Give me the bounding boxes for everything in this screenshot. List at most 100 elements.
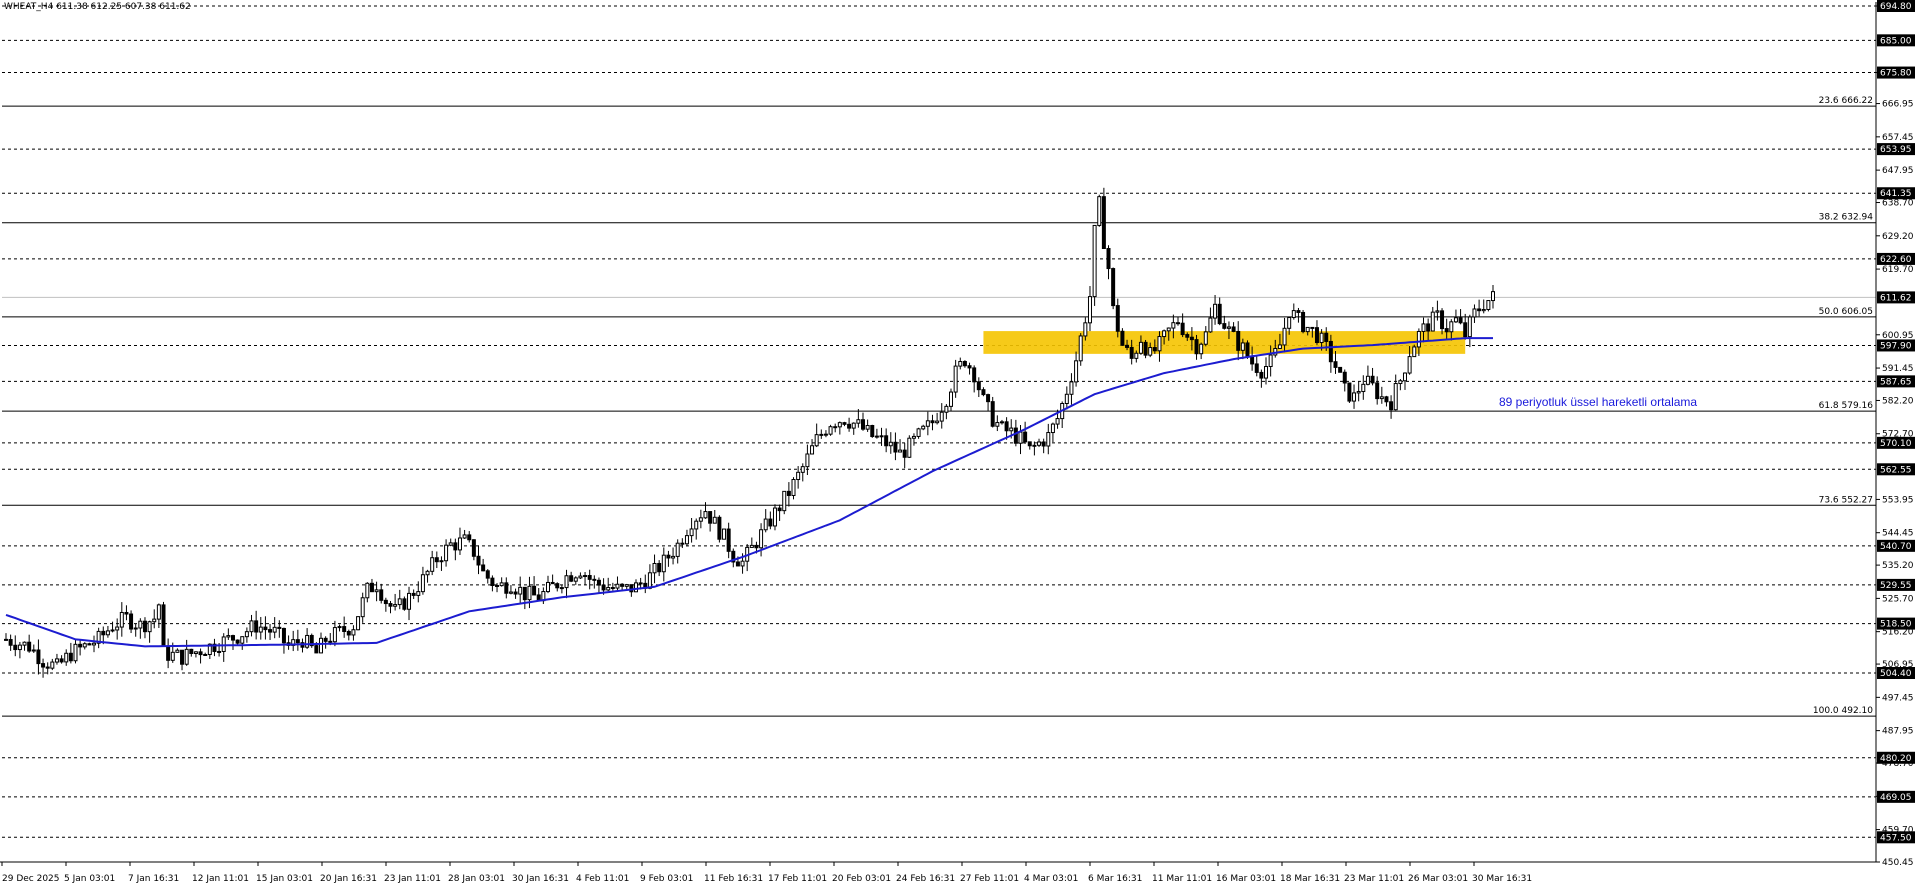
y-tick-label: 516.20 bbox=[1882, 628, 1914, 638]
candle-body bbox=[1194, 339, 1199, 355]
y-tick-label: 525.70 bbox=[1882, 594, 1914, 604]
candle-body bbox=[1106, 248, 1111, 270]
candle-body bbox=[1463, 322, 1468, 338]
candle-body bbox=[448, 542, 453, 546]
candle-body bbox=[1379, 396, 1384, 400]
candle-body bbox=[397, 598, 402, 606]
candle-body bbox=[101, 630, 106, 636]
candle-body bbox=[82, 643, 87, 648]
candle-body bbox=[129, 613, 134, 630]
price-tag-label: 653.95 bbox=[1880, 145, 1912, 155]
candle-body bbox=[749, 544, 754, 548]
candle-body bbox=[1402, 372, 1407, 382]
candle-body bbox=[1208, 317, 1213, 333]
y-tick-label: 478.70 bbox=[1882, 759, 1914, 769]
candle-body bbox=[944, 405, 949, 413]
candle-body bbox=[754, 544, 759, 549]
candle-body bbox=[138, 620, 143, 629]
candle-body bbox=[314, 645, 319, 654]
candle-body bbox=[36, 649, 41, 665]
candle-body bbox=[1486, 300, 1491, 310]
candle-body bbox=[8, 639, 13, 646]
candle-body bbox=[1037, 441, 1042, 446]
price-tag-label: 685.00 bbox=[1880, 36, 1912, 46]
candle-body bbox=[884, 435, 889, 447]
support-zone bbox=[983, 331, 1466, 354]
candle-body bbox=[471, 539, 476, 557]
candle-body bbox=[50, 661, 55, 669]
candle-body bbox=[921, 425, 926, 430]
candle-body bbox=[240, 636, 245, 644]
candle-body bbox=[356, 616, 361, 631]
candle-body bbox=[708, 511, 713, 524]
candle-body bbox=[142, 620, 147, 633]
price-tag-bg bbox=[1877, 143, 1915, 156]
candle-body bbox=[249, 620, 254, 633]
price-tag-label: 694.80 bbox=[1880, 2, 1912, 12]
candle-body bbox=[346, 630, 351, 636]
candle-body bbox=[1087, 296, 1092, 324]
candle-body bbox=[1426, 323, 1431, 332]
candle-body bbox=[1467, 316, 1472, 338]
x-tick-label: 23 Jan 11:01 bbox=[384, 874, 441, 884]
candle-body bbox=[184, 648, 189, 665]
candle-body bbox=[110, 629, 115, 632]
candle-body bbox=[703, 511, 708, 519]
candle-body bbox=[772, 507, 777, 527]
candle-body bbox=[31, 649, 36, 652]
price-tag-label: 480.20 bbox=[1880, 754, 1912, 764]
candle-body bbox=[189, 648, 194, 654]
candle-body bbox=[379, 589, 384, 601]
candle-body bbox=[851, 422, 856, 429]
candle-body bbox=[578, 575, 583, 579]
candle-body bbox=[1055, 418, 1060, 425]
candle-body bbox=[490, 577, 495, 587]
candle-body bbox=[981, 389, 986, 396]
price-tag-label: 518.50 bbox=[1880, 620, 1912, 630]
candle-body bbox=[457, 537, 462, 551]
candle-body bbox=[1189, 336, 1194, 341]
support-zone-layer bbox=[983, 331, 1466, 354]
candle-body bbox=[22, 641, 27, 646]
candle-body bbox=[1389, 401, 1394, 411]
candle-body bbox=[203, 653, 208, 656]
candle-body bbox=[481, 564, 486, 572]
candle-body bbox=[870, 425, 875, 437]
candle-body bbox=[1347, 382, 1352, 402]
candle-body bbox=[430, 557, 435, 572]
candle-body bbox=[1023, 431, 1028, 443]
candle-body bbox=[105, 630, 110, 636]
candle-body bbox=[986, 394, 991, 403]
candle-body bbox=[879, 435, 884, 438]
price-tag-label: 675.80 bbox=[1880, 69, 1912, 79]
fibonacci-layer: 23.6 666.22 38.2 632.94 50.0 606.05 61.8 57… bbox=[2, 96, 1876, 717]
candle-body bbox=[1361, 383, 1366, 393]
candle-body bbox=[740, 560, 745, 567]
candle-body bbox=[54, 658, 59, 663]
candle-body bbox=[1342, 371, 1347, 384]
candle-body bbox=[332, 627, 337, 643]
candle-body bbox=[911, 435, 916, 439]
x-tick-label: 7 Jan 16:31 bbox=[128, 874, 179, 884]
candle-body bbox=[305, 634, 310, 648]
candle-body bbox=[323, 637, 328, 642]
price-tag-label: 469.05 bbox=[1880, 793, 1912, 803]
candle-body bbox=[532, 585, 537, 596]
y-tick-label: 506.95 bbox=[1882, 660, 1914, 670]
y-tick-label: 600.95 bbox=[1882, 331, 1914, 341]
candle-body bbox=[796, 471, 801, 481]
candle-body bbox=[1277, 344, 1282, 349]
candle-body bbox=[1162, 330, 1167, 338]
candle-body bbox=[1472, 308, 1477, 318]
candle-body bbox=[1245, 342, 1250, 357]
candle-body bbox=[1226, 326, 1231, 329]
candle-body bbox=[573, 577, 578, 582]
candle-body bbox=[467, 534, 472, 541]
candle-body bbox=[212, 643, 217, 652]
candle-body bbox=[388, 603, 393, 607]
candle-body bbox=[930, 420, 935, 424]
candle-body bbox=[731, 550, 736, 563]
price-tag-bg bbox=[1877, 187, 1915, 200]
